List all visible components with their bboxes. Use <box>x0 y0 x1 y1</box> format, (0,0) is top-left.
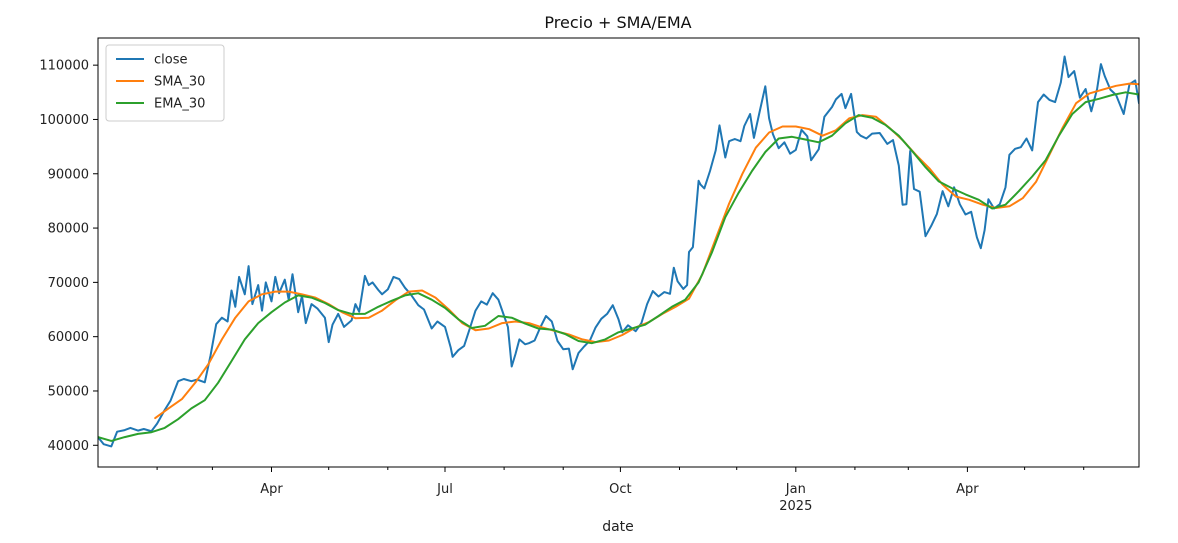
y-axis: 40000 50000 60000 70000 80000 90000 100000 1100… <box>39 59 98 454</box>
y-tick-label: 40000 <box>48 439 89 454</box>
x-tick-label: Jan <box>785 482 806 497</box>
x-tick-label: Apr <box>260 482 283 497</box>
series-line-ema-30 <box>98 91 1139 442</box>
x-tick-sublabel: 2025 <box>779 499 812 514</box>
y-tick-label: 110000 <box>39 59 89 74</box>
legend-label: close <box>154 53 187 68</box>
x-axis: Apr Jul Oct Jan 2025 Apr <box>156 467 1085 514</box>
x-tick-label: Jul <box>436 482 453 497</box>
chart-title: Precio + SMA/EMA <box>544 13 691 32</box>
y-tick-label: 50000 <box>48 384 89 399</box>
series-line-sma-30 <box>154 82 1139 420</box>
series-layer <box>98 55 1139 448</box>
y-tick-label: 60000 <box>48 330 89 345</box>
legend-label: SMA_30 <box>154 75 205 90</box>
x-tick-label: Apr <box>956 482 979 497</box>
y-tick-label: 100000 <box>39 113 89 128</box>
legend-label: EMA_30 <box>154 97 205 112</box>
y-tick-label: 90000 <box>48 167 89 182</box>
y-tick-label: 70000 <box>48 276 89 291</box>
y-tick-label: 80000 <box>48 222 89 237</box>
legend: close SMA_30 EMA_30 <box>105 44 225 122</box>
plot-area-frame <box>97 37 1140 468</box>
series-line-close <box>98 55 1139 448</box>
x-tick-label: Oct <box>609 482 631 497</box>
x-axis-label: date <box>602 519 634 535</box>
